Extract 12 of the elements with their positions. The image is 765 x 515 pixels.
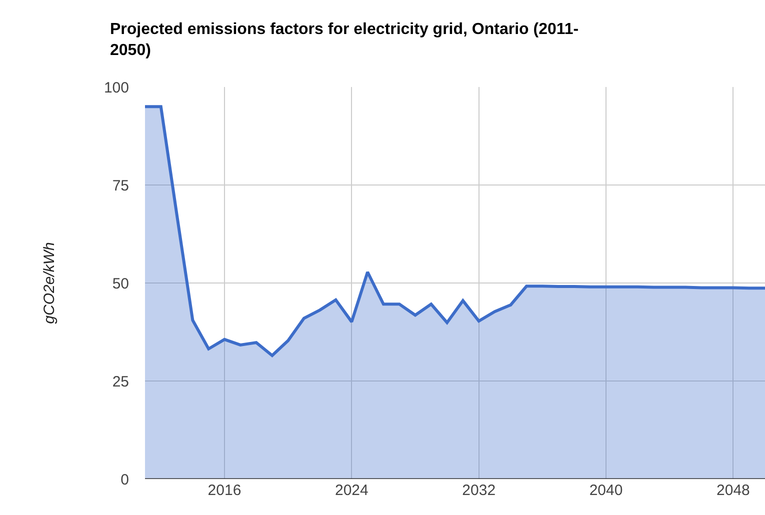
x-tick-label: 2016 [208,482,242,499]
x-tick-label: 2040 [589,482,623,499]
y-tick-label: 50 [112,275,129,292]
y-tick-label: 0 [120,471,129,488]
y-tick-label: 25 [112,373,129,390]
x-tick-label: 2048 [716,482,750,499]
y-tick-label: 75 [112,177,129,194]
x-tick-label: 2032 [462,482,496,499]
y-tick-label: 100 [104,79,129,96]
y-axis-title: gCO2e/kWh [41,242,58,324]
chart-title: Projected emissions factors for electricity grid, Ontario (2011- 2050) [110,21,579,59]
x-tick-label: 2024 [334,482,368,499]
